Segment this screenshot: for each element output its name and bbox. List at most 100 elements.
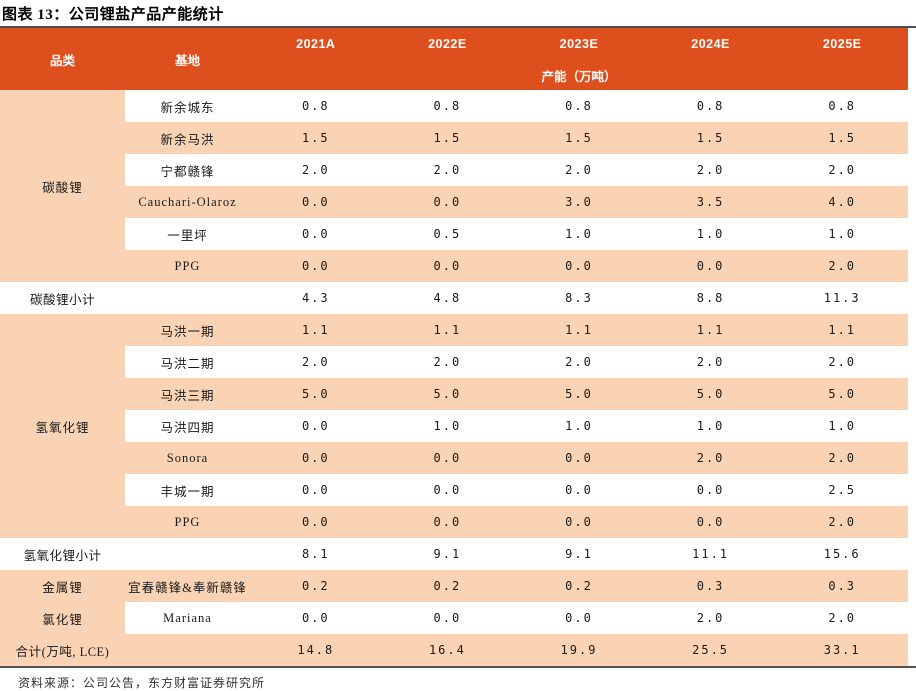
value-cell: 1.0 — [433, 419, 462, 433]
table-row: 金属锂 宜春赣锋&奉新赣锋 0.2 0.2 0.2 0.3 0.3 — [0, 570, 908, 602]
value-cell: 0.0 — [433, 515, 462, 529]
subtotal-label-cell: 碳酸锂小计 — [0, 282, 250, 314]
table-row: 碳酸锂 新余城东 0.8 0.8 0.8 0.8 0.8 — [0, 90, 908, 282]
value-cell: 11.3 — [823, 291, 861, 305]
table-row: Sonora 0.0 0.0 0.0 2.0 2.0 — [0, 442, 908, 474]
subtotal-label: 碳酸锂小计 — [29, 292, 95, 307]
value-cell: 9.1 — [433, 547, 462, 561]
value-cell: 2.0 — [828, 355, 857, 369]
value-cell: 0.0 — [565, 259, 593, 273]
value-cell: 0.0 — [433, 611, 462, 625]
base-cell: 宜春赣锋&奉新赣锋 — [128, 580, 247, 595]
table-row: 马洪三期 5.0 5.0 5.0 5.0 5.0 — [0, 378, 908, 410]
value-cell: 0.0 — [301, 451, 330, 465]
value-cell: 0.3 — [696, 579, 725, 593]
base-cell: 丰城一期 — [160, 484, 215, 499]
value-cell: 25.5 — [692, 643, 730, 657]
subtotal-row: 氢氧化锂小计 8.1 9.1 9.1 11.1 15.6 — [0, 538, 908, 570]
value-cell: 1.5 — [301, 131, 330, 145]
value-cell: 8.3 — [565, 291, 593, 305]
value-cell: 0.0 — [565, 611, 593, 625]
value-cell: 1.0 — [565, 419, 593, 433]
value-cell: 0.2 — [301, 579, 330, 593]
value-cell: 1.5 — [696, 131, 725, 145]
top-rule — [0, 26, 916, 28]
table-row: 宁都赣锋 2.0 2.0 2.0 2.0 2.0 — [0, 154, 908, 186]
header-row-years: 品类 基地 2021A 2022E 2023E 2024E 2025E — [0, 28, 908, 90]
value-cell: 15.6 — [823, 547, 861, 561]
base-cell: 宁都赣锋 — [160, 164, 215, 179]
value-cell: 0.8 — [828, 99, 857, 113]
value-cell: 0.8 — [433, 99, 462, 113]
category-cell: 氯化锂 — [0, 602, 125, 634]
value-cell: 0.0 — [565, 515, 593, 529]
value-cell: 2.0 — [433, 163, 462, 177]
category-cell: 氢氧化锂 — [0, 314, 125, 538]
total-row: 合计(万吨, LCE) 14.8 16.4 19.9 25.5 33.1 — [0, 634, 908, 666]
value-cell: 5.0 — [828, 387, 857, 401]
col-header-2021a: 2021A — [250, 28, 382, 60]
base-cell: 新余马洪 — [160, 132, 215, 147]
value-cell: 4.3 — [301, 291, 330, 305]
value-cell: 1.0 — [565, 227, 593, 241]
base-cell: 一里坪 — [167, 228, 208, 243]
value-cell: 1.5 — [565, 131, 593, 145]
value-cell: 1.1 — [696, 323, 725, 337]
col-header-2025e: 2025E — [776, 28, 908, 60]
bottom-rule — [0, 666, 916, 668]
value-cell: 1.0 — [828, 227, 857, 241]
value-cell: 2.0 — [828, 451, 857, 465]
subtotal-label: 氢氧化锂小计 — [23, 548, 102, 563]
value-cell: 0.0 — [301, 259, 330, 273]
value-cell: 33.1 — [823, 643, 861, 657]
value-cell: 0.0 — [301, 515, 330, 529]
value-cell: 3.0 — [565, 195, 593, 209]
value-cell: 0.2 — [433, 579, 462, 593]
base-cell: 马洪三期 — [160, 388, 215, 403]
value-cell: 1.5 — [828, 131, 857, 145]
value-cell: 2.0 — [696, 163, 725, 177]
value-cell: 0.2 — [565, 579, 593, 593]
col-header-2023e: 2023E — [513, 28, 645, 60]
value-cell: 0.0 — [565, 451, 593, 465]
table-row: 一里坪 0.0 0.5 1.0 1.0 1.0 — [0, 218, 908, 250]
value-cell: 1.1 — [828, 323, 857, 337]
value-cell: 11.1 — [692, 547, 730, 561]
subtotal-row: 碳酸锂小计 4.3 4.8 8.3 8.8 11.3 — [0, 282, 908, 314]
value-cell: 0.0 — [433, 483, 462, 497]
value-cell: 2.0 — [433, 355, 462, 369]
value-cell: 1.1 — [565, 323, 593, 337]
table-row: PPG 0.0 0.0 0.0 0.0 2.0 — [0, 506, 908, 538]
value-cell: 19.9 — [560, 643, 598, 657]
value-cell: 0.0 — [301, 419, 330, 433]
value-cell: 1.5 — [433, 131, 462, 145]
col-header-2024e: 2024E — [644, 28, 777, 60]
value-cell: 2.0 — [696, 451, 725, 465]
value-cell: 1.1 — [301, 323, 330, 337]
value-cell: 2.0 — [696, 611, 725, 625]
value-cell: 2.0 — [828, 259, 857, 273]
value-cell: 3.5 — [696, 195, 725, 209]
value-cell: 2.0 — [565, 355, 593, 369]
col-header-base: 基地 — [125, 28, 250, 90]
base-cell: 马洪二期 — [160, 356, 215, 371]
figure-title: 图表 13：公司锂盐产品产能统计 — [2, 7, 224, 23]
value-cell: 8.1 — [301, 547, 330, 561]
value-cell: 16.4 — [428, 643, 466, 657]
base-cell: 新余城东 — [160, 100, 215, 115]
value-cell: 1.1 — [433, 323, 462, 337]
total-label: 合计(万吨, LCE) — [15, 644, 110, 659]
value-cell: 4.0 — [828, 195, 857, 209]
value-cell: 0.8 — [565, 99, 593, 113]
table-row: 新余马洪 1.5 1.5 1.5 1.5 1.5 — [0, 122, 908, 154]
value-cell: 0.3 — [828, 579, 857, 593]
col-header-category: 品类 — [0, 28, 125, 90]
value-cell: 5.0 — [696, 387, 725, 401]
value-cell: 5.0 — [565, 387, 593, 401]
value-cell: 0.8 — [696, 99, 725, 113]
value-cell: 2.5 — [828, 483, 857, 497]
base-cell: 马洪四期 — [160, 420, 215, 435]
value-cell: 2.0 — [828, 611, 857, 625]
value-cell: 5.0 — [301, 387, 330, 401]
table-row: PPG 0.0 0.0 0.0 0.0 2.0 — [0, 250, 908, 282]
